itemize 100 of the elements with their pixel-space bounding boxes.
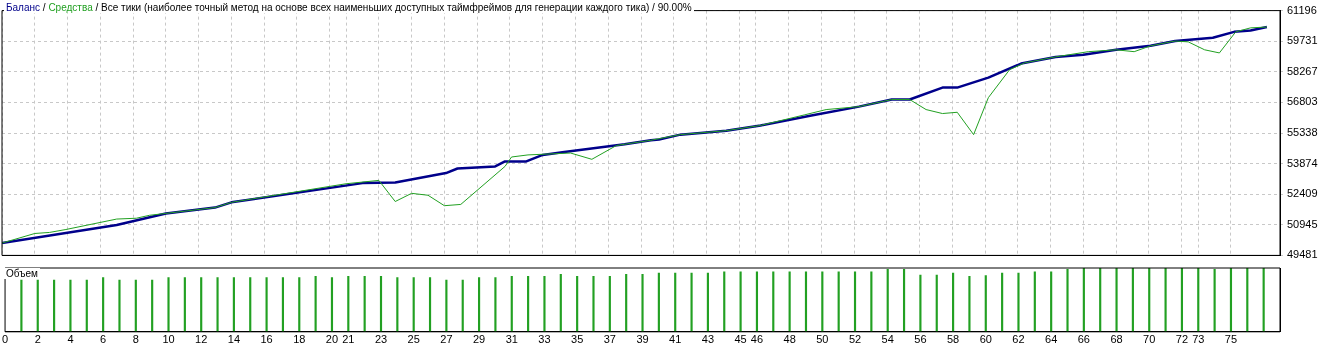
x-tick-label: 23	[374, 333, 388, 346]
bar	[478, 277, 481, 332]
y-tick-label: 61196	[1287, 3, 1317, 16]
y-tick-label: 56803	[1287, 95, 1318, 108]
x-tick-label: 37	[603, 333, 616, 346]
bar	[723, 271, 726, 332]
bar	[1197, 268, 1200, 332]
x-tick-label: 6	[100, 333, 107, 346]
x-tick-label: 0	[2, 333, 9, 346]
bar	[1262, 268, 1265, 332]
bar	[870, 271, 873, 332]
x-tick-label: 18	[293, 333, 306, 346]
bar	[804, 271, 808, 332]
x-tick-label: 29	[472, 333, 486, 346]
bar	[461, 279, 464, 332]
bar	[1050, 271, 1053, 332]
bar	[151, 279, 154, 332]
bar	[298, 277, 301, 332]
bar	[20, 279, 23, 332]
bar	[886, 268, 889, 332]
bar	[576, 275, 579, 332]
bar	[69, 279, 72, 332]
x-tick-label: 72	[1175, 333, 1189, 346]
bar	[902, 268, 906, 332]
x-tick-label: 75	[1224, 333, 1238, 346]
x-tick-label: 2	[34, 333, 41, 346]
x-tick-label: 41	[669, 333, 682, 346]
bar	[527, 275, 530, 332]
bar	[249, 277, 252, 332]
bar	[134, 279, 137, 332]
y-tick-label: 53874	[1287, 156, 1318, 169]
x-tick-label: 62	[1012, 333, 1025, 346]
bar	[657, 272, 660, 332]
x-tick-label: 50	[816, 333, 829, 346]
x-tick-label: 39	[636, 333, 649, 346]
bar	[200, 277, 203, 332]
bar	[1148, 268, 1151, 332]
x-tick-label: 20	[325, 333, 339, 346]
bar	[1017, 272, 1020, 332]
bar	[674, 272, 677, 332]
y-tick-label: 50945	[1287, 217, 1318, 230]
x-tick-label: 52	[848, 333, 862, 346]
bar	[281, 277, 285, 332]
x-tick-label: 64	[1045, 333, 1058, 346]
x-tick-label: 27	[440, 333, 453, 346]
bar	[952, 272, 955, 332]
bar	[772, 271, 775, 332]
bar	[853, 271, 857, 332]
bar	[53, 279, 56, 332]
bar	[559, 274, 562, 332]
bar	[1115, 268, 1118, 332]
x-tick-label: 16	[260, 333, 273, 346]
bar	[1001, 272, 1004, 332]
bar	[1066, 268, 1069, 332]
x-tick-label: 66	[1077, 333, 1090, 346]
bar	[1099, 268, 1102, 332]
bar	[837, 271, 840, 332]
bar	[919, 274, 922, 332]
bar	[625, 274, 628, 332]
x-tick-label: 4	[67, 333, 74, 346]
y-tick-label: 59731	[1287, 34, 1318, 47]
x-tick-label: 8	[132, 333, 139, 346]
bar	[821, 271, 824, 332]
bar	[543, 275, 546, 332]
bar	[379, 275, 383, 332]
bar	[216, 277, 219, 332]
x-tick-label: 45	[734, 333, 747, 346]
bar	[396, 277, 399, 332]
bar	[1131, 268, 1134, 332]
x-tick-label: 31	[505, 333, 518, 346]
y-tick-label: 55338	[1287, 126, 1318, 139]
bar	[265, 277, 268, 332]
chart-title: Объем	[6, 268, 38, 279]
bar	[755, 271, 759, 332]
bar	[690, 272, 693, 332]
x-tick-label: 35	[571, 333, 584, 346]
x-tick-label: 60	[979, 333, 992, 346]
bar	[968, 275, 971, 332]
y-tick-label: 49481	[1287, 248, 1318, 261]
bar	[510, 275, 513, 332]
bar	[641, 274, 644, 332]
bar	[1033, 271, 1036, 332]
text: Баланс	[6, 2, 41, 13]
bar	[118, 279, 121, 332]
x-tick-label: 14	[227, 333, 241, 346]
x-tick-label: 70	[1143, 333, 1156, 346]
bar	[102, 277, 105, 332]
bar	[788, 271, 791, 332]
x-tick-label: 10	[162, 333, 175, 346]
x-tick-label: 58	[946, 333, 960, 346]
bar	[608, 275, 611, 332]
bar	[1246, 268, 1249, 332]
bar	[494, 277, 497, 332]
bar	[330, 277, 334, 332]
bar	[183, 277, 186, 332]
bar	[1229, 268, 1233, 332]
bar	[445, 279, 448, 332]
bar	[1164, 268, 1167, 332]
x-tick-label: 43	[701, 333, 715, 346]
bar	[1082, 268, 1085, 332]
